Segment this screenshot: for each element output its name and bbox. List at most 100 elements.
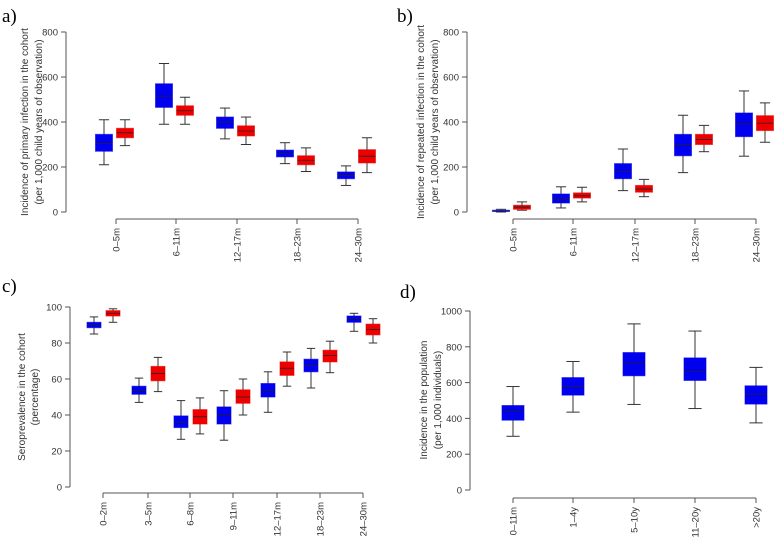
box-red xyxy=(150,356,166,393)
box-blue xyxy=(216,390,232,441)
box-red xyxy=(176,96,194,125)
box-red xyxy=(635,178,653,198)
y-tick-label: 800 xyxy=(443,28,459,39)
x-tick-label: 12–17m xyxy=(273,502,284,536)
box-blue xyxy=(260,371,276,413)
box-iqr xyxy=(735,112,753,138)
x-tick-label: 9–11m xyxy=(229,502,240,530)
box-iqr xyxy=(173,415,189,429)
box-red xyxy=(573,186,591,203)
x-tick-label: 18–23m xyxy=(316,502,327,536)
y-tick-label: 1000 xyxy=(441,307,462,318)
box-blue xyxy=(95,119,113,166)
y-tick-label: 800 xyxy=(42,28,58,39)
y-axis: 0 200 400 600 800 1000 xyxy=(441,307,471,497)
y-tick-label: 400 xyxy=(443,118,459,129)
box-red xyxy=(116,119,134,147)
y-tick-label: 200 xyxy=(42,163,58,174)
x-tick-label: 0–5m xyxy=(509,228,520,252)
x-tick-label: 0–5m xyxy=(112,228,123,252)
y-tick-label: 0 xyxy=(53,208,58,219)
box-red xyxy=(358,137,376,174)
panel-d: d) 0 200 400 600 800 1000 Incidence in the popu… xyxy=(400,282,768,537)
series-red xyxy=(105,308,381,435)
x-tick-label: 1–4y xyxy=(569,507,580,528)
y-tick-label: 0 xyxy=(57,483,62,494)
x-tick-label: 18–23m xyxy=(293,228,304,262)
y-axis-title: (percentage) xyxy=(30,369,41,426)
box-blue xyxy=(155,63,173,125)
x-tick-label: 0–11m xyxy=(509,507,520,535)
series-blue xyxy=(86,312,362,441)
box-blue xyxy=(131,377,147,403)
box-iqr xyxy=(501,405,525,421)
box-blue xyxy=(276,142,294,165)
y-tick-label: 400 xyxy=(446,414,462,425)
x-axis: 0–11m 1–4y 5–10y 11–20y >20y xyxy=(509,497,763,537)
box-red xyxy=(297,147,315,172)
y-axis: 0 200 400 600 800 xyxy=(443,28,468,219)
box-blue xyxy=(744,366,768,424)
x-tick-label: >20y xyxy=(752,507,763,528)
box-iqr xyxy=(260,383,276,398)
x-tick-label: 24–30m xyxy=(752,228,763,262)
y-tick-label: 40 xyxy=(51,411,62,422)
x-tick-label: 0–2m xyxy=(99,502,110,526)
box-iqr xyxy=(683,357,707,381)
y-axis: 0 200 400 600 800 xyxy=(42,28,67,219)
box-red xyxy=(192,397,208,435)
y-axis: 0 20 40 60 80 100 xyxy=(46,303,71,494)
box-blue xyxy=(173,400,189,440)
box-red xyxy=(235,378,251,416)
x-tick-label: 24–30m xyxy=(359,502,370,536)
y-tick-label: 0 xyxy=(454,208,459,219)
box-iqr xyxy=(216,116,234,129)
x-tick-label: 12–17m xyxy=(631,228,642,262)
y-tick-label: 800 xyxy=(446,342,462,353)
panel-b: b) 0 200 400 600 800 Incidence of repeated inf… xyxy=(397,6,774,262)
box-red xyxy=(756,102,774,143)
series-blue xyxy=(501,323,768,437)
y-tick-label: 60 xyxy=(51,375,62,386)
x-axis: 0–2m 3–5m 6–8m 9–11m 12–17m 18–23m 24–30m xyxy=(99,492,370,536)
box-iqr xyxy=(622,352,646,377)
box-iqr xyxy=(346,315,362,323)
box-blue xyxy=(501,386,525,437)
box-red xyxy=(237,116,255,145)
y-axis-title: Incidence in the population xyxy=(419,341,430,460)
y-axis-title: (per 1,000 child years of observation) xyxy=(430,39,441,204)
box-iqr xyxy=(744,385,768,405)
box-iqr xyxy=(552,193,570,204)
y-tick-label: 200 xyxy=(446,450,462,461)
x-axis: 0–5m 6–11m 12–17m 18–23m 24–30m xyxy=(112,218,365,262)
y-tick-label: 100 xyxy=(46,303,62,314)
panel-label: a) xyxy=(2,6,17,27)
panel-a: a) 0 200 400 600 800 Incidence of primary infe… xyxy=(2,6,376,262)
box-blue xyxy=(552,186,570,209)
y-axis-title: (per 1,000 child years of observation) xyxy=(34,39,45,204)
box-red xyxy=(513,201,531,211)
panel-c: c) 0 20 40 60 80 100 Seroprevalence in the coho… xyxy=(2,276,381,536)
x-tick-label: 6–8m xyxy=(186,502,197,526)
x-tick-label: 5–10y xyxy=(630,507,641,533)
box-blue xyxy=(735,90,753,157)
box-red xyxy=(365,318,381,344)
y-tick-label: 400 xyxy=(42,118,58,129)
box-iqr xyxy=(131,385,147,395)
x-tick-label: 6–11m xyxy=(569,228,580,256)
y-tick-label: 20 xyxy=(51,447,62,458)
box-red xyxy=(695,124,713,153)
box-iqr xyxy=(216,406,232,425)
series-blue xyxy=(95,63,355,186)
x-tick-label: 24–30m xyxy=(354,228,365,262)
y-tick-label: 0 xyxy=(457,486,462,497)
box-iqr xyxy=(322,349,338,363)
box-red xyxy=(322,340,338,374)
box-blue xyxy=(492,208,510,213)
y-tick-label: 200 xyxy=(443,163,459,174)
box-blue xyxy=(614,148,632,192)
y-axis-title: Seroprevalence in the cohort xyxy=(17,333,28,461)
box-blue xyxy=(337,165,355,186)
box-blue xyxy=(303,347,319,389)
